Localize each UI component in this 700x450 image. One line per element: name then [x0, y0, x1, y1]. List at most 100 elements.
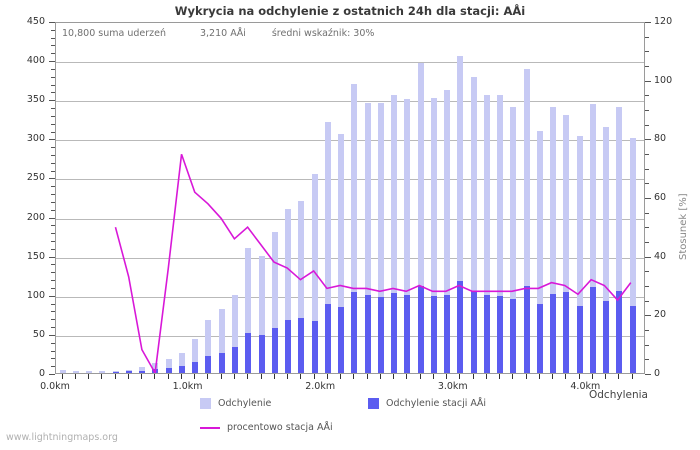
bar-station: [311, 321, 318, 373]
x-tick: [618, 374, 620, 379]
total-strikes-label: 10,800 suma uderzeń: [62, 28, 166, 39]
y-tick-label-left: 300: [26, 133, 45, 145]
legend-item-odchylenie-stacji[interactable]: Odchylenie stacji AÅi: [368, 398, 486, 409]
y-tick-minor-left: [51, 366, 55, 368]
bars-layer: [56, 23, 644, 373]
y-tick-left: [49, 22, 55, 23]
bar-station: [125, 371, 132, 373]
bar-station: [457, 281, 464, 373]
bar-total: [72, 371, 79, 373]
y-tick-minor-left: [51, 319, 55, 321]
gridline: [56, 101, 644, 103]
bar-total: [364, 103, 371, 373]
x-tick: [61, 374, 63, 379]
y-tick-minor-left: [51, 272, 55, 274]
y-tick-label-left: 100: [26, 289, 45, 301]
bar-total: [86, 371, 93, 373]
bar-total: [483, 95, 490, 373]
y-tick-minor-right: [645, 110, 649, 111]
gridline: [56, 335, 644, 337]
y-tick-minor-left: [51, 248, 55, 250]
y-tick-minor-left: [51, 123, 55, 125]
y-tick-minor-left: [51, 350, 55, 352]
x-tick: [472, 374, 474, 379]
bar-station: [497, 295, 504, 373]
x-tick: [552, 374, 554, 379]
bar-station: [470, 290, 477, 373]
bar-station: [139, 370, 146, 373]
y-tick-label-right: 120: [654, 16, 673, 27]
x-tick: [631, 374, 633, 379]
bar-total: [497, 95, 504, 373]
bar-station: [205, 355, 212, 373]
y-tick-minor-left: [51, 53, 55, 55]
y-tick-minor-right: [645, 359, 649, 361]
ratio-line-svg: [114, 153, 632, 373]
x-tick: [114, 374, 116, 379]
bar-station: [271, 327, 278, 373]
legend-swatch-odchylenie-stacji: [368, 398, 379, 409]
x-tick: [446, 374, 448, 379]
y-tick-minor-right: [645, 51, 649, 53]
x-tick: [88, 374, 90, 379]
y-tick-minor-left: [51, 280, 55, 282]
y-tick-label-left: 50: [32, 328, 45, 340]
bar-total: [231, 294, 238, 373]
y-tick-minor-left: [51, 303, 55, 305]
y-tick-minor-left: [51, 225, 55, 227]
y-tick-minor-right: [645, 66, 649, 67]
x-tick: [512, 374, 514, 379]
y-tick-minor-left: [51, 154, 55, 156]
bar-station: [523, 286, 530, 373]
bar-station: [404, 294, 411, 373]
y-tick-left: [49, 295, 55, 297]
bar-total: [603, 126, 610, 373]
station-strikes-label: 3,210 AÅi: [199, 28, 246, 39]
bar-total: [351, 83, 358, 373]
legend-item-odchylenie[interactable]: Odchylenie: [200, 398, 271, 409]
y-tick-minor-right: [645, 227, 649, 229]
x-tick: [393, 374, 395, 379]
y-tick-label-right: 40: [654, 250, 667, 262]
gridline: [56, 257, 644, 259]
y-tick-label-left: 250: [26, 172, 45, 184]
y-tick-left: [49, 139, 55, 141]
legend-swatch-procentowo: [200, 426, 220, 429]
bar-total: [338, 134, 345, 373]
y-tick-minor-right: [645, 124, 649, 126]
x-tick: [233, 374, 235, 379]
y-tick-left: [49, 100, 55, 102]
bar-station: [231, 347, 238, 373]
y-tick-left: [49, 178, 55, 180]
bar-total: [258, 255, 265, 373]
bar-station: [245, 333, 252, 373]
x-tick: [260, 374, 262, 379]
y-tick-right: [645, 315, 651, 317]
bar-total: [536, 130, 543, 373]
bar-station: [112, 372, 119, 373]
x-tick: [538, 374, 540, 379]
y-tick-minor-left: [51, 264, 55, 266]
y-tick-minor-right: [645, 271, 649, 273]
y-tick-minor-right: [645, 168, 649, 170]
bar-total: [377, 103, 384, 373]
bar-station: [351, 291, 358, 373]
y-tick-left: [49, 217, 55, 219]
x-tick: [313, 374, 315, 379]
bar-station: [550, 294, 557, 373]
y-tick-minor-right: [645, 330, 649, 331]
y-tick-minor-right: [645, 300, 649, 302]
y-tick-minor-right: [645, 36, 649, 38]
y-tick-label-left: 200: [26, 211, 45, 223]
x-tick: [591, 374, 593, 379]
y-tick-minor-left: [51, 147, 55, 149]
x-tick: [459, 374, 461, 379]
y-tick-minor-left: [51, 327, 55, 329]
y-tick-minor-left: [51, 84, 55, 86]
legend-label-odchylenie-stacji: Odchylenie stacji AÅi: [386, 398, 487, 409]
x-tick-label: 4.0km: [570, 381, 601, 392]
y-tick-minor-left: [51, 194, 55, 196]
y-tick-minor-left: [51, 45, 55, 47]
legend-item-procentowo[interactable]: procentowo stacja AÅi: [200, 422, 333, 433]
bar-station: [324, 304, 331, 373]
